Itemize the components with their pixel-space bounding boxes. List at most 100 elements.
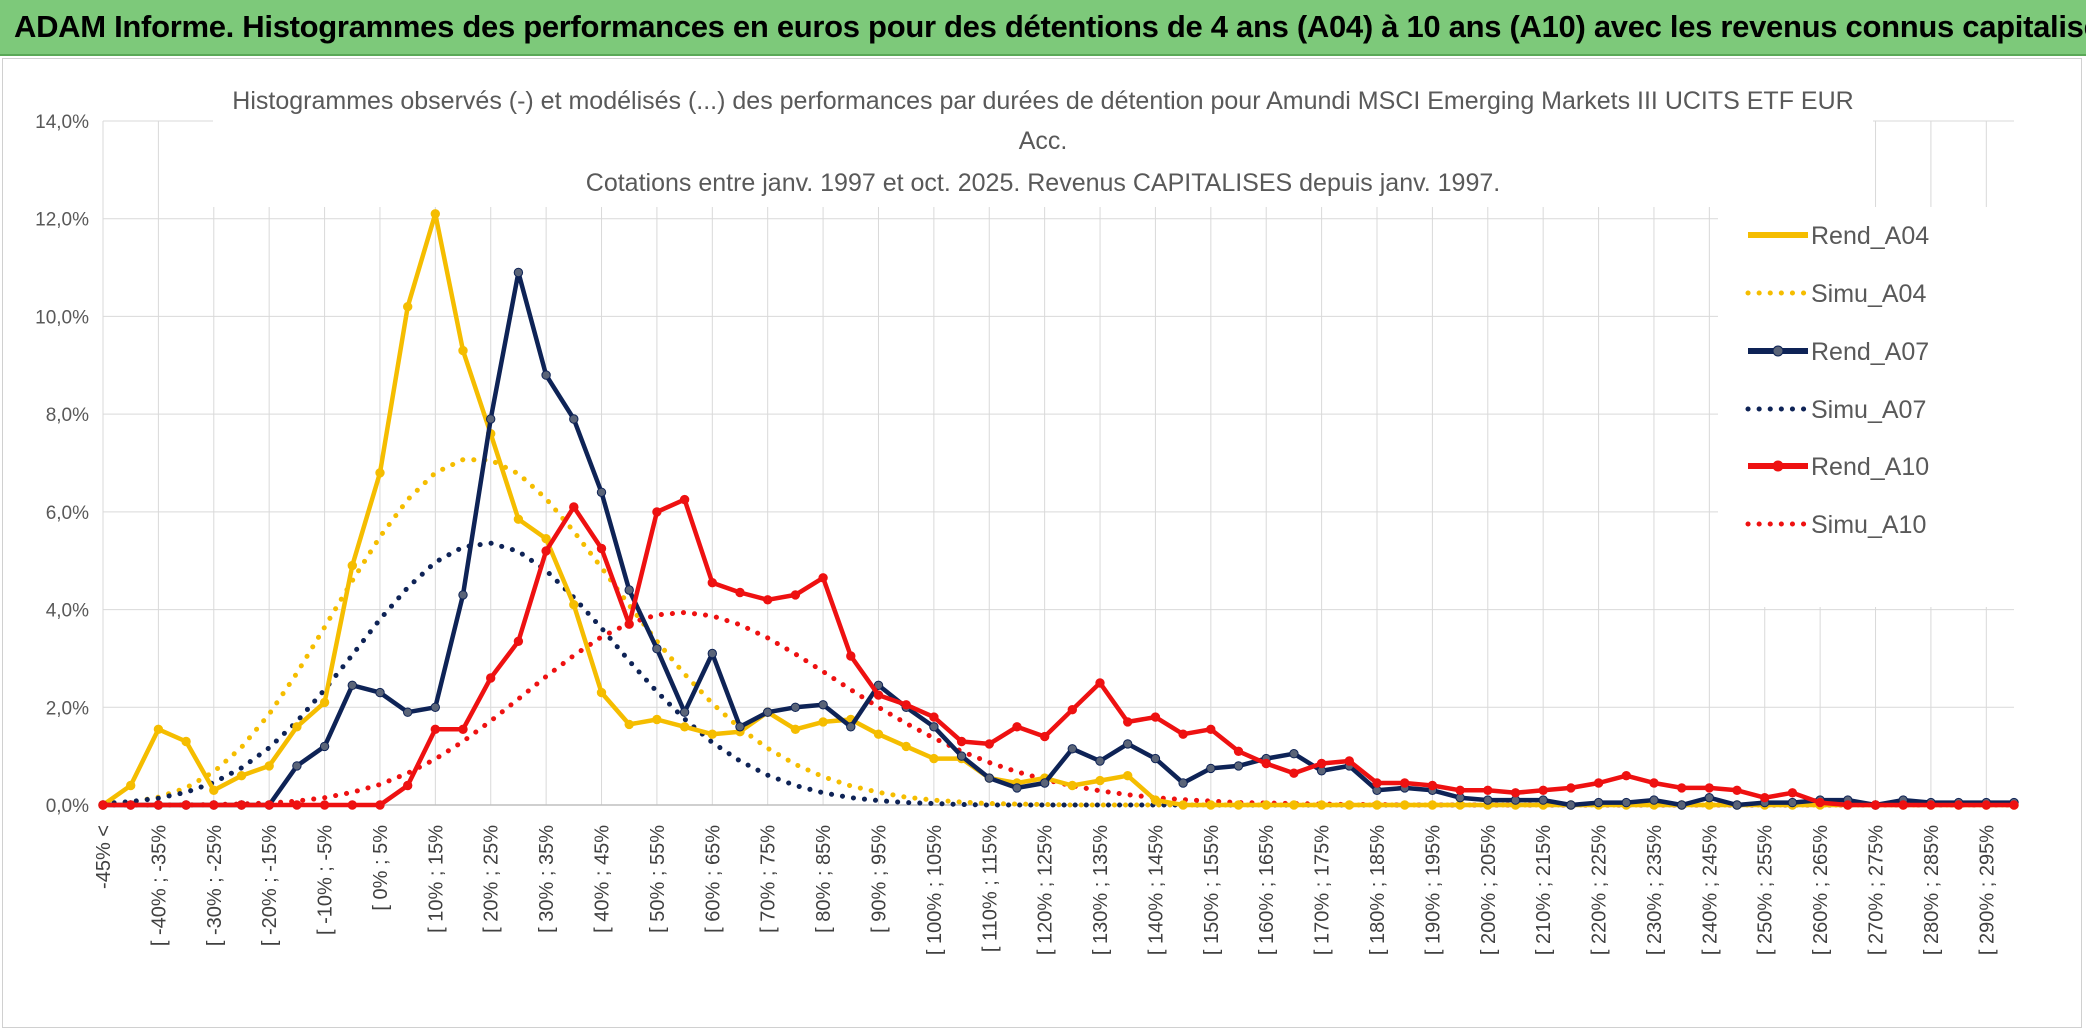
data-point-Rend_A04 bbox=[541, 534, 551, 544]
data-point-Rend_A04 bbox=[1123, 771, 1133, 781]
x-tick-label: [ 280% ; 285% bbox=[1921, 825, 1943, 955]
chart-title-line: Histogrammes observés (-) et modélisés (… bbox=[232, 87, 1853, 115]
data-point-Rend_A10 bbox=[126, 800, 136, 810]
data-point-Rend_A07 bbox=[984, 773, 994, 783]
legend-label-Simu_A10: Simu_A10 bbox=[1811, 511, 1926, 539]
data-point-Rend_A10 bbox=[596, 543, 607, 554]
x-tick-label: [ 40% ; 45% bbox=[592, 825, 614, 933]
data-point-Rend_A04 bbox=[596, 687, 607, 698]
x-tick-label: [ 250% ; 255% bbox=[1755, 825, 1777, 955]
data-point-Rend_A10 bbox=[1344, 756, 1355, 766]
data-point-Rend_A04 bbox=[319, 697, 330, 708]
data-point-Rend_A10 bbox=[1953, 800, 1964, 810]
data-point-Rend_A10 bbox=[209, 800, 219, 810]
x-tick-label: [ 230% ; 235% bbox=[1644, 825, 1666, 955]
data-point-Rend_A10 bbox=[1483, 785, 1493, 795]
legend-label-Simu_A07: Simu_A07 bbox=[1811, 396, 1926, 424]
data-point-Rend_A10 bbox=[1400, 778, 1410, 788]
data-point-Rend_A04 bbox=[652, 714, 662, 725]
data-point-Rend_A10 bbox=[1760, 793, 1770, 803]
x-tick-label: [ -20% ; -15% bbox=[259, 825, 281, 946]
series-line-Rend_A07 bbox=[103, 270, 2014, 808]
data-point-Rend_A10 bbox=[375, 800, 385, 810]
data-point-Rend_A04 bbox=[513, 514, 524, 524]
data-point-Rend_A04 bbox=[1372, 800, 1382, 810]
data-point-Rend_A10 bbox=[486, 673, 496, 683]
data-point-Rend_A07 bbox=[929, 722, 939, 732]
data-point-Rend_A04 bbox=[873, 729, 884, 739]
report-title: ADAM Informe. Histogrammes des performan… bbox=[14, 9, 2086, 44]
data-point-Rend_A10 bbox=[1427, 780, 1438, 791]
data-point-Rend_A04 bbox=[901, 741, 911, 752]
data-point-Rend_A10 bbox=[1981, 800, 1992, 810]
data-point-Rend_A04 bbox=[624, 719, 634, 730]
data-point-Rend_A04 bbox=[569, 600, 579, 610]
data-point-Rend_A04 bbox=[1233, 800, 1244, 810]
data-point-Rend_A10 bbox=[1677, 783, 1687, 793]
data-point-Rend_A10 bbox=[1787, 788, 1798, 798]
legend-label-Rend_A07: Rend_A07 bbox=[1811, 338, 1929, 366]
x-tick-label: [ -10% ; -5% bbox=[315, 825, 337, 935]
data-point-Rend_A07 bbox=[1649, 795, 1659, 805]
data-point-Rend_A10 bbox=[403, 780, 413, 791]
data-point-Rend_A07 bbox=[292, 761, 302, 771]
data-point-Rend_A10 bbox=[1455, 785, 1465, 795]
x-tick-label: [ 130% ; 135% bbox=[1090, 825, 1112, 955]
x-tick-label: [ 110% ; 115% bbox=[979, 825, 1001, 952]
data-point-Rend_A07 bbox=[1178, 778, 1188, 788]
data-point-Rend_A10 bbox=[2009, 800, 2019, 810]
data-point-Rend_A07 bbox=[1538, 795, 1548, 805]
x-tick-label: [ 140% ; 145% bbox=[1145, 825, 1167, 955]
data-point-Rend_A10 bbox=[679, 494, 690, 505]
data-point-Rend_A07 bbox=[513, 267, 524, 278]
legend-label-Simu_A04: Simu_A04 bbox=[1811, 280, 1926, 308]
data-point-Rend_A10 bbox=[1178, 729, 1188, 739]
data-point-Rend_A04 bbox=[679, 722, 690, 732]
data-point-Rend_A04 bbox=[929, 753, 939, 764]
data-point-Rend_A04 bbox=[375, 468, 385, 478]
data-point-Rend_A07 bbox=[1012, 783, 1022, 793]
data-point-Rend_A07 bbox=[624, 585, 634, 595]
data-point-Rend_A10 bbox=[1732, 785, 1742, 795]
data-point-Rend_A10 bbox=[1621, 771, 1632, 781]
x-tick-label: [ 120% ; 125% bbox=[1035, 825, 1057, 955]
data-point-Rend_A07 bbox=[652, 644, 662, 654]
data-point-Rend_A07 bbox=[1040, 778, 1050, 788]
legend-marker-Rend_A10 bbox=[1772, 460, 1784, 472]
x-tick-label: [ 270% ; 275% bbox=[1866, 825, 1888, 955]
data-point-Rend_A10 bbox=[1870, 800, 1881, 810]
data-point-Rend_A07 bbox=[1233, 761, 1244, 771]
data-point-Rend_A10 bbox=[1898, 800, 1908, 810]
data-point-Rend_A10 bbox=[1316, 758, 1327, 769]
data-point-Rend_A10 bbox=[292, 800, 302, 810]
data-point-Rend_A07 bbox=[541, 370, 551, 380]
data-point-Rend_A10 bbox=[929, 712, 939, 722]
data-point-Rend_A04 bbox=[181, 736, 191, 747]
chart-title-line: Cotations entre janv. 1997 et oct. 2025.… bbox=[586, 169, 1500, 197]
x-tick-label: [ 70% ; 75% bbox=[758, 825, 780, 933]
data-point-Rend_A07 bbox=[818, 700, 828, 710]
data-point-Rend_A07 bbox=[1067, 744, 1078, 754]
data-point-Rend_A10 bbox=[1289, 768, 1299, 778]
data-point-Rend_A07 bbox=[1206, 763, 1216, 774]
data-point-Rend_A10 bbox=[98, 800, 108, 810]
data-point-Rend_A10 bbox=[181, 800, 191, 810]
data-point-Rend_A07 bbox=[569, 414, 579, 424]
x-tick-label: [ 200% ; 205% bbox=[1478, 825, 1500, 955]
x-tick-label: [ 20% ; 25% bbox=[481, 825, 503, 933]
y-tick-label: 10,0% bbox=[35, 307, 89, 328]
x-tick-label: [ 220% ; 225% bbox=[1589, 825, 1611, 955]
data-point-Rend_A07 bbox=[707, 648, 717, 659]
data-point-Rend_A07 bbox=[1566, 800, 1576, 810]
data-point-Rend_A04 bbox=[264, 761, 274, 771]
data-point-Rend_A04 bbox=[430, 209, 440, 219]
report-banner: ADAM Informe. Histogrammes des performan… bbox=[0, 0, 2086, 56]
data-point-Rend_A10 bbox=[1815, 797, 1825, 808]
data-point-Rend_A04 bbox=[1400, 800, 1410, 810]
data-point-Rend_A07 bbox=[1732, 800, 1742, 810]
data-point-Rend_A07 bbox=[319, 741, 330, 752]
x-tick-label: [ 170% ; 175% bbox=[1312, 825, 1334, 955]
data-point-Rend_A04 bbox=[790, 724, 801, 734]
data-point-Rend_A07 bbox=[375, 687, 385, 698]
data-point-Rend_A10 bbox=[1566, 783, 1576, 793]
